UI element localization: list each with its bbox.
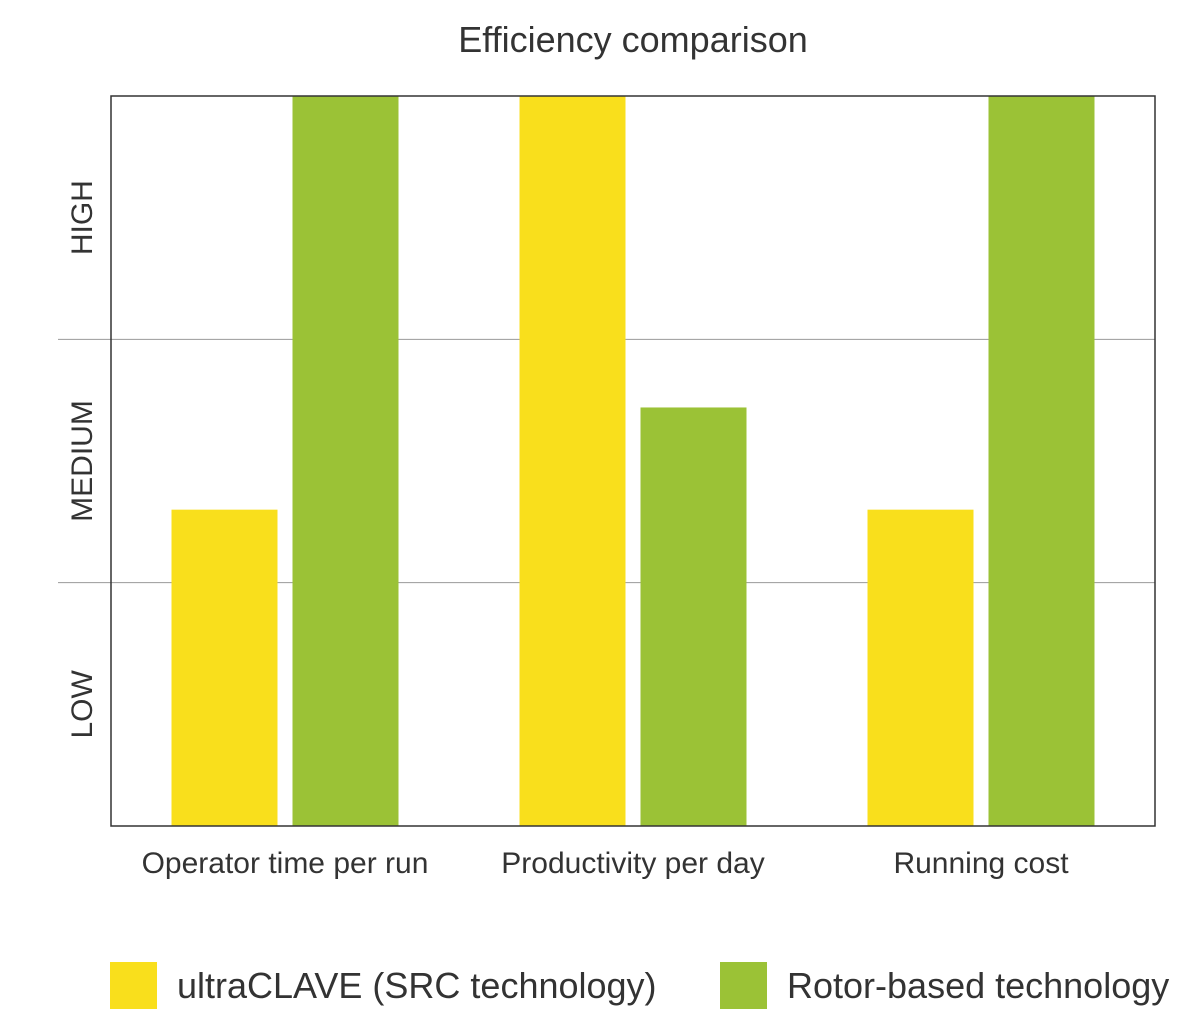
legend-swatch-ultraclave [110, 962, 157, 1009]
legend-label-ultraclave: ultraCLAVE (SRC technology) [177, 965, 657, 1006]
plot-frame [110, 95, 1156, 827]
bar-ultraclave-2 [867, 509, 974, 826]
bar-ultraclave-0 [171, 509, 278, 826]
category-label: Productivity per day [501, 847, 764, 880]
bar-rotor-2 [988, 96, 1095, 826]
bar-rotor-1 [640, 407, 747, 826]
legend-swatch-rotor [720, 962, 767, 1009]
category-label: Operator time per run [142, 847, 429, 880]
bar-ultraclave-1 [519, 96, 626, 826]
y-level-label: LOW [66, 669, 99, 738]
legend: ultraCLAVE (SRC technology) Rotor-based t… [110, 962, 1169, 1009]
legend-label-rotor: Rotor-based technology [787, 965, 1169, 1006]
bar-rotor-0 [292, 96, 399, 826]
y-level-labels: LOW MEDIUM HIGH [66, 180, 99, 738]
category-label: Running cost [893, 847, 1069, 880]
chart-title: Efficiency comparison [458, 19, 808, 60]
bars [171, 96, 1095, 826]
y-level-label: HIGH [66, 180, 99, 255]
y-level-label: MEDIUM [66, 400, 99, 522]
category-labels: Operator time per run Productivity per da… [142, 847, 1070, 880]
